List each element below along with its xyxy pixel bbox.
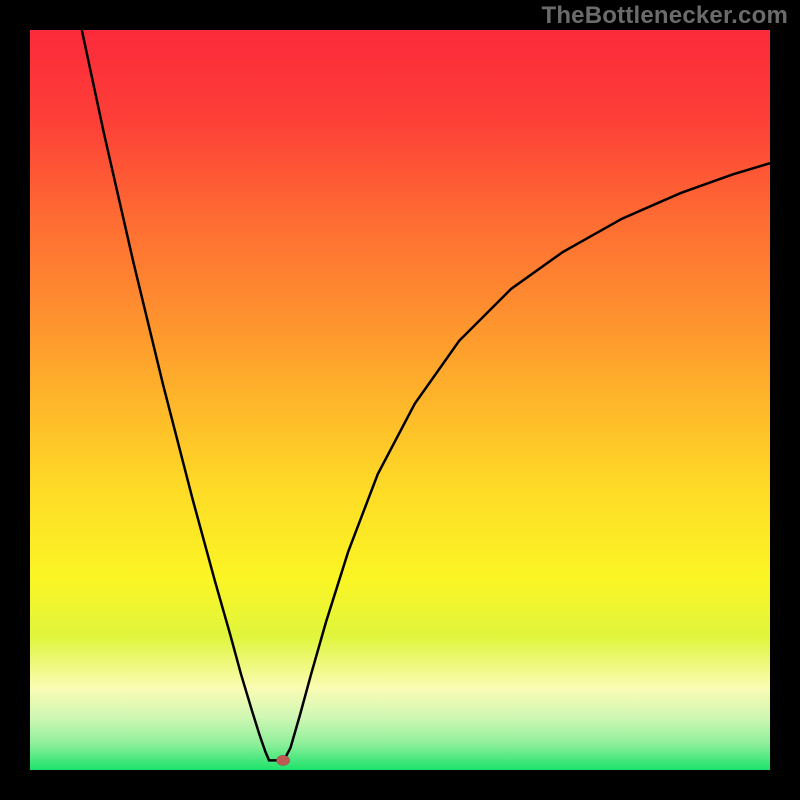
optimum-marker — [276, 755, 289, 765]
gradient-background — [30, 30, 770, 770]
chart-frame: TheBottlenecker.com — [0, 0, 800, 800]
watermark-text: TheBottlenecker.com — [541, 2, 788, 30]
bottleneck-curve-chart — [30, 30, 770, 770]
plot-area — [30, 30, 770, 770]
